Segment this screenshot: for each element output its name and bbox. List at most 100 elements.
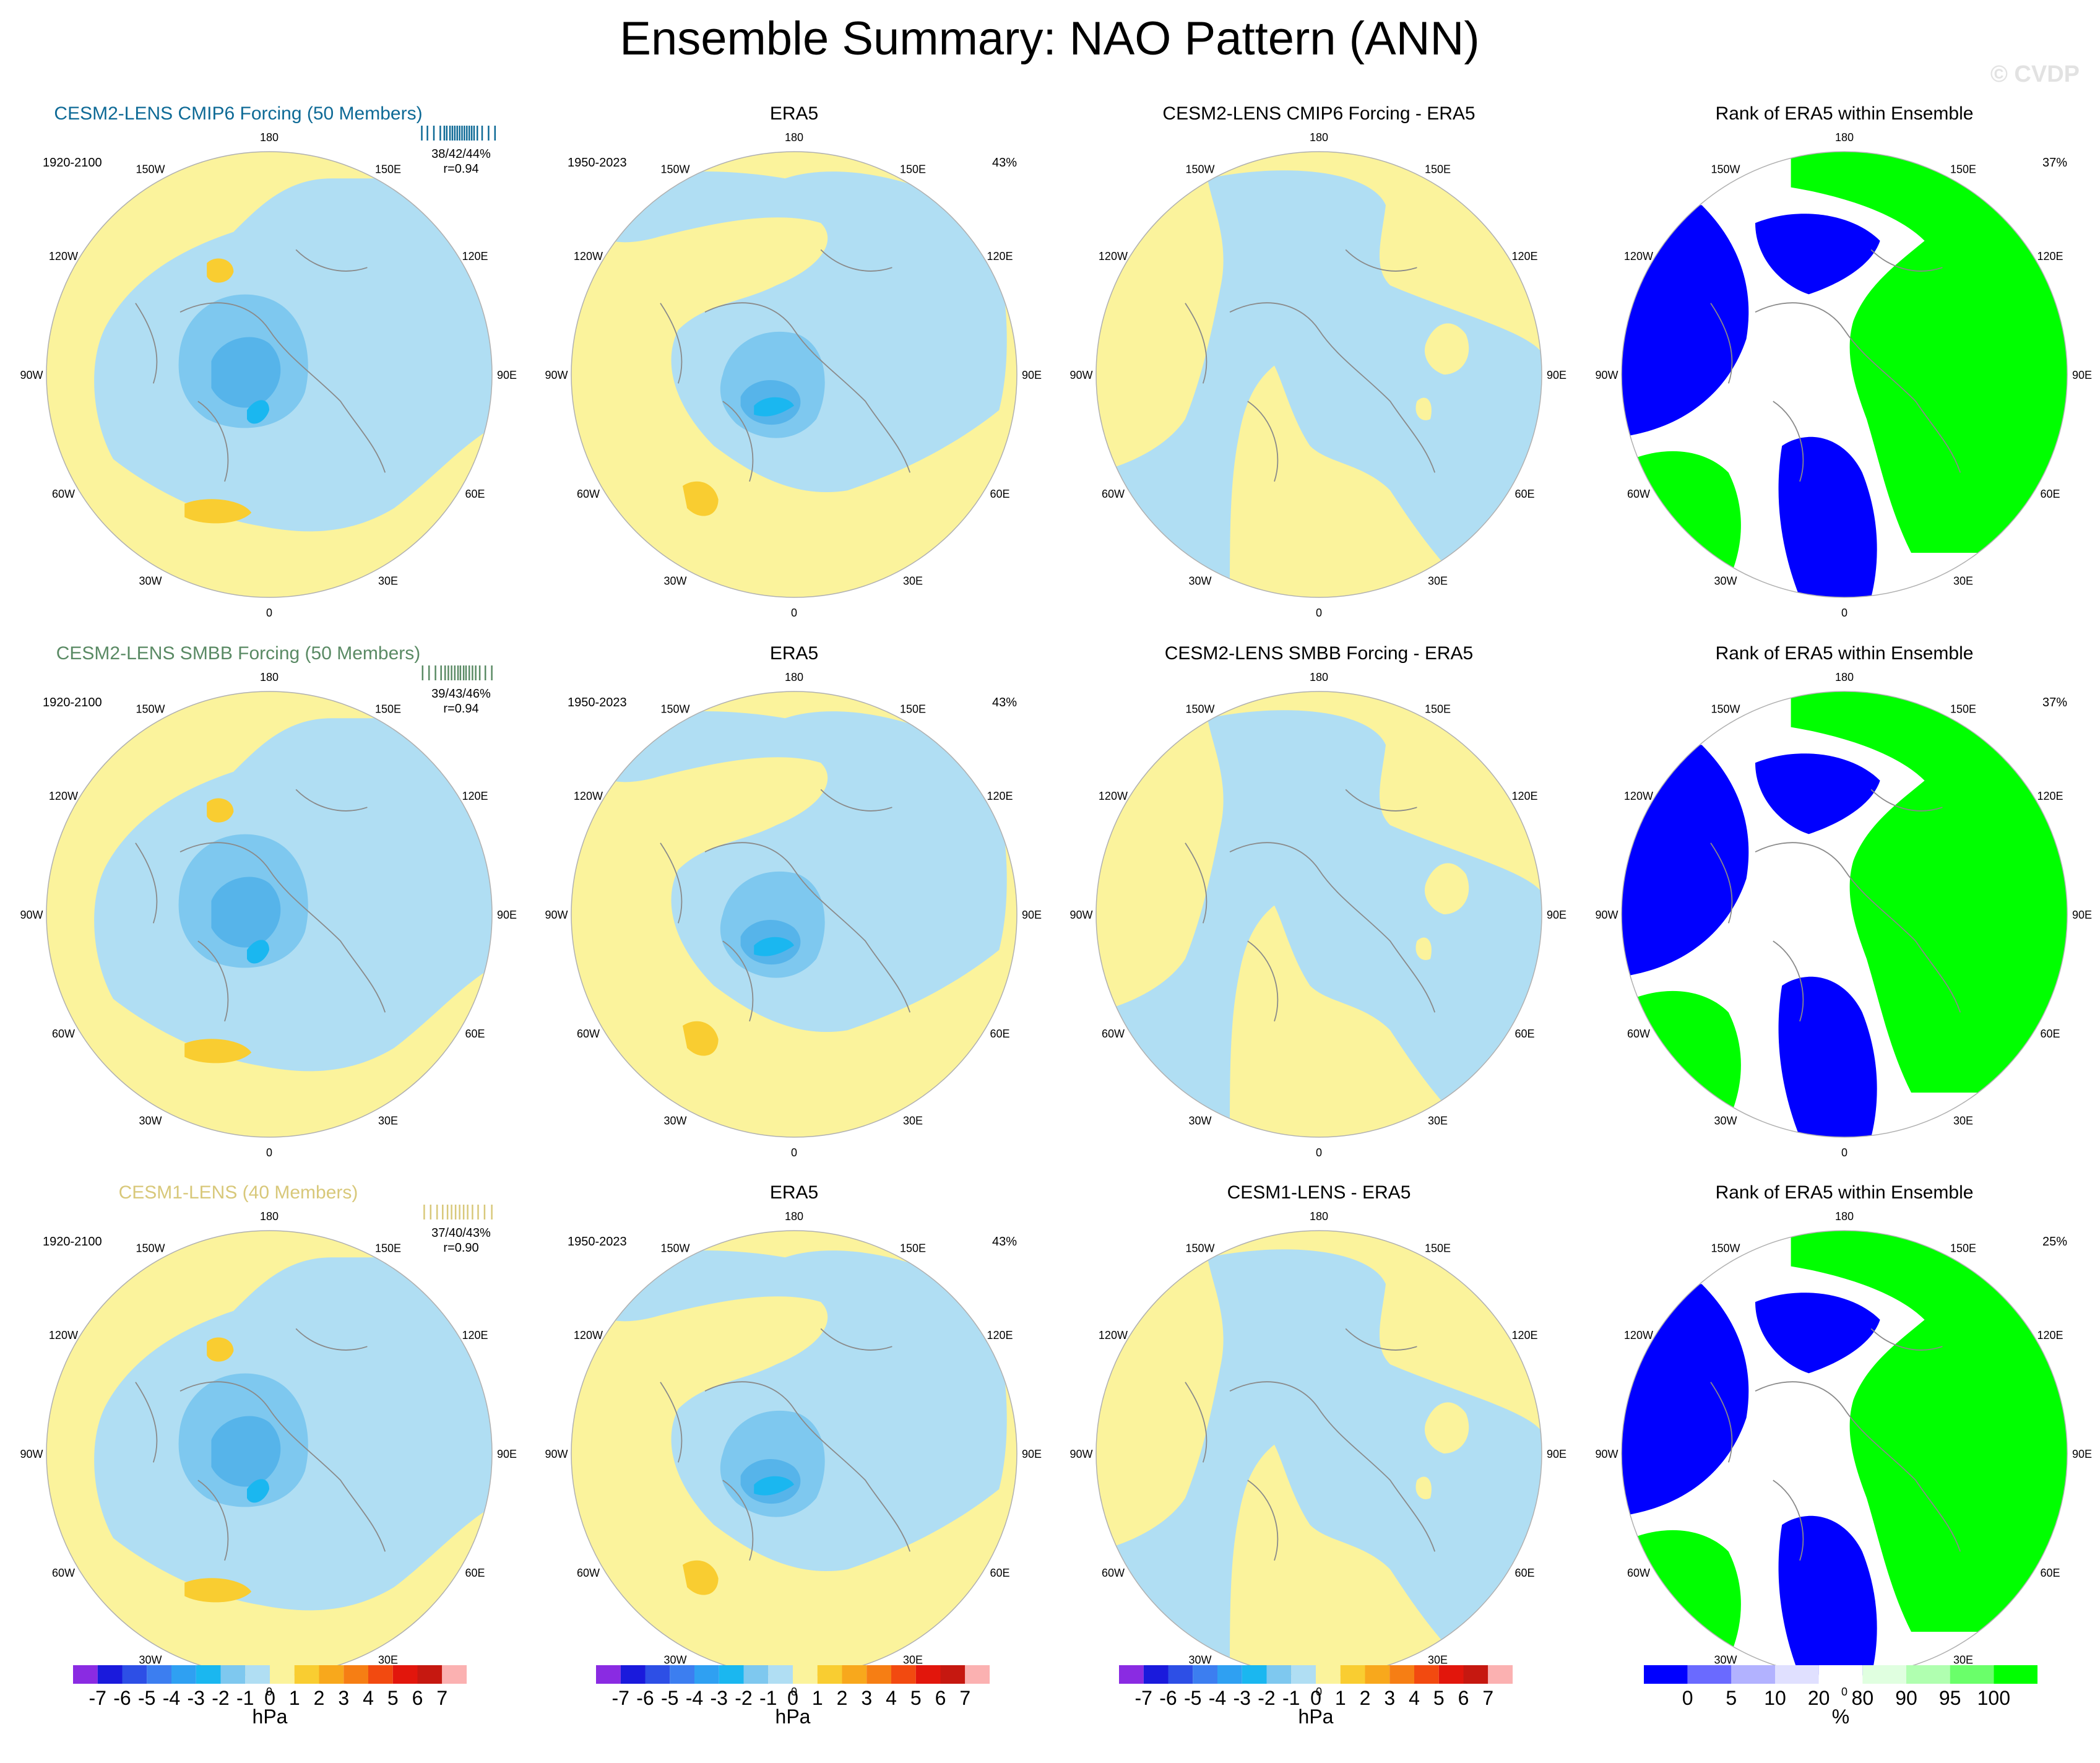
colorbar-tick-label: 6 xyxy=(935,1687,946,1709)
longitude-label: 0 xyxy=(791,1146,797,1159)
colorbar-swatch xyxy=(940,1665,966,1684)
longitude-label: 30E xyxy=(378,575,398,587)
diff-panel-row-3: 180 150E 120E 90E 60E 30E 0 30W 60W 90W 120W 150W CE… xyxy=(1069,1182,1566,1698)
rank-map-disc xyxy=(1621,691,2068,1138)
longitude-label: 150W xyxy=(1711,703,1740,715)
longitude-label: 60E xyxy=(1515,1567,1535,1579)
contour-region-4 xyxy=(247,400,269,424)
colorbar-tick-label: -6 xyxy=(1159,1687,1177,1709)
longitude-label: 150W xyxy=(1711,1242,1740,1254)
contour-region-1 xyxy=(1096,170,1542,597)
longitude-label: 120E xyxy=(1512,1329,1538,1341)
colorbar-swatch xyxy=(1217,1665,1242,1684)
longitude-label: 60E xyxy=(465,488,485,500)
longitude-label: 90W xyxy=(545,909,568,921)
coastline xyxy=(135,789,386,1022)
rank-panel-title: Rank of ERA5 within Ensemble xyxy=(1716,643,1974,664)
period-label: 1950-2023 xyxy=(568,1235,627,1249)
longitude-label: 180 xyxy=(1835,131,1854,144)
colorbar-tick-label: 5 xyxy=(1726,1687,1737,1709)
longitude-label: 90E xyxy=(1022,1448,1042,1460)
rank-panel-title: Rank of ERA5 within Ensemble xyxy=(1716,1182,1974,1203)
colorbar-swatch xyxy=(891,1665,916,1684)
colorbar-tick-label: -4 xyxy=(686,1687,703,1709)
period-label: 1950-2023 xyxy=(568,696,627,709)
contour-region-3 xyxy=(1415,397,1432,420)
colorbar-3: -7 -6 -5 -4 -3 -2 -1 0 1 2 3 4 5 6 7 hPa xyxy=(1119,1665,1513,1728)
longitude-label: 0 xyxy=(1316,1146,1322,1159)
longitude-label: 180 xyxy=(1835,671,1854,683)
longitude-label: 60E xyxy=(990,1028,1010,1040)
colorbar-swatch xyxy=(1291,1665,1316,1684)
colorbar-tick-label: 4 xyxy=(1409,1687,1420,1709)
longitude-label: 120W xyxy=(574,1329,603,1341)
longitude-label: 90W xyxy=(1595,369,1618,381)
model-map-disc xyxy=(46,691,493,1138)
colorbar-swatch xyxy=(620,1665,646,1684)
colorbar-swatch xyxy=(392,1665,418,1684)
map-contours xyxy=(571,152,1017,597)
map-rim xyxy=(571,691,1018,1138)
contour-region-2 xyxy=(1424,863,1469,914)
longitude-label: 120E xyxy=(462,250,488,262)
map-contours xyxy=(571,691,1017,1137)
rank-map-disc xyxy=(1621,1230,2068,1677)
longitude-label: 150W xyxy=(136,1242,165,1254)
colorbar-tick-label: 1 xyxy=(1335,1687,1346,1709)
longitude-label: 30W xyxy=(139,1654,162,1666)
longitude-label: 60E xyxy=(2041,488,2060,500)
longitude-label: 30E xyxy=(1953,1115,1973,1127)
longitude-label: 30W xyxy=(1714,1654,1737,1666)
colorbar-tick-label: 2 xyxy=(837,1687,848,1709)
longitude-label: 90W xyxy=(1069,1448,1092,1460)
longitude-label: 150W xyxy=(1185,163,1214,175)
longitude-label: 180 xyxy=(260,131,279,144)
colorbar-tick-label: -1 xyxy=(1282,1687,1300,1709)
longitude-label: 60W xyxy=(577,1567,600,1579)
longitude-label: 120W xyxy=(574,250,603,262)
longitude-label: 150W xyxy=(660,163,689,175)
variance-stats: 39/43/46% xyxy=(431,687,491,701)
longitude-label: 120W xyxy=(49,250,78,262)
contour-region-3 xyxy=(211,1416,281,1487)
pattern-correlation: r=0.94 xyxy=(443,162,478,176)
colorbar-swatch xyxy=(842,1665,867,1684)
longitude-label: 150E xyxy=(375,1242,401,1254)
longitude-label: 150W xyxy=(136,703,165,715)
longitude-label: 60W xyxy=(577,1028,600,1040)
colorbar-tick-label: -1 xyxy=(236,1687,254,1709)
map-contours xyxy=(1622,1231,2067,1676)
longitude-label: 0 xyxy=(1316,1686,1322,1698)
longitude-label: 120W xyxy=(1099,250,1128,262)
diff-panel-row-2: 180 150E 120E 90E 60E 30E 0 30W 60W 90W 120W 150W CE… xyxy=(1069,643,1566,1159)
longitude-label: 0 xyxy=(1316,607,1322,619)
longitude-label: 0 xyxy=(1841,607,1847,619)
longitude-label: 30E xyxy=(1953,575,1973,587)
longitude-label: 150W xyxy=(660,1242,689,1254)
longitude-label: 180 xyxy=(1835,1210,1854,1223)
longitude-label: 30W xyxy=(663,1115,686,1127)
colorbar-swatch xyxy=(1143,1665,1169,1684)
colorbar-tick-label: 90 xyxy=(1895,1687,1917,1709)
longitude-label: 30E xyxy=(1428,1654,1448,1666)
colorbar-tick-label: 5 xyxy=(387,1687,399,1709)
longitude-label: 150E xyxy=(900,703,926,715)
colorbar-swatch xyxy=(1687,1665,1732,1684)
colorbar-swatch xyxy=(368,1665,393,1684)
longitude-label: 180 xyxy=(1310,131,1328,144)
obs-panel-row-2: 180 150E 120E 90E 60E 30E 0 30W 60W 90W 120W 150W ER… xyxy=(545,643,1042,1159)
obs-map-disc xyxy=(571,151,1018,598)
longitude-label: 30E xyxy=(378,1654,398,1666)
colorbar-swatch xyxy=(1266,1665,1292,1684)
longitude-label: 120E xyxy=(1512,790,1538,802)
colorbar-tick-label: 4 xyxy=(886,1687,897,1709)
longitude-label: 0 xyxy=(266,607,272,619)
colorbar-tick-label: -7 xyxy=(612,1687,629,1709)
coastline xyxy=(1185,249,1436,482)
map-contours xyxy=(46,691,492,1137)
obs-map-disc xyxy=(571,691,1018,1138)
longitude-label: 120E xyxy=(2037,1329,2063,1341)
longitude-label: 90W xyxy=(20,1448,43,1460)
longitude-label: 150W xyxy=(136,163,165,175)
